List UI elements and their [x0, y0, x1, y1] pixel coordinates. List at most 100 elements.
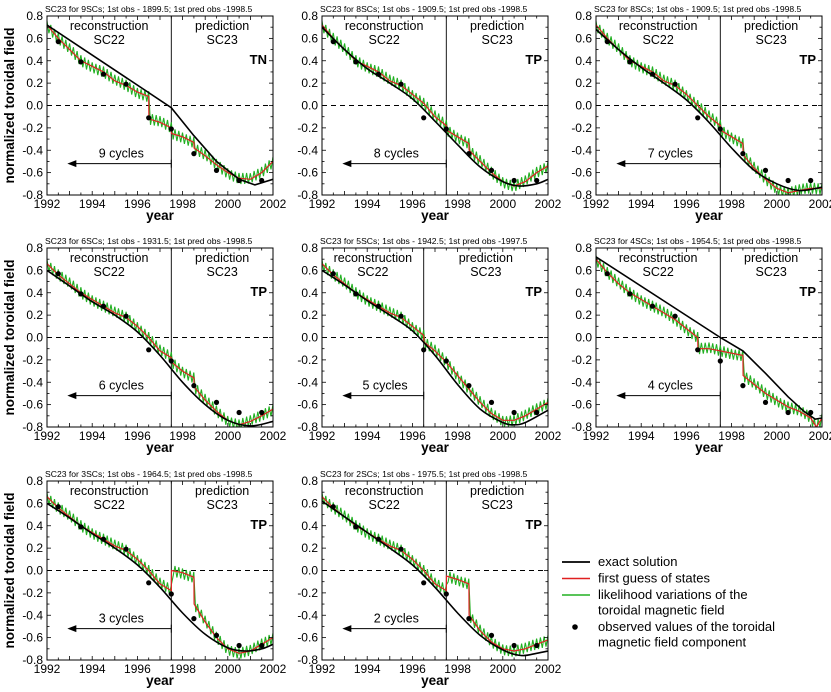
y-axis-title: normalized toroidal field: [2, 492, 17, 648]
region-label: SC23: [756, 33, 787, 47]
x-tick-label: 1996: [399, 662, 426, 676]
panel-tag: TP: [799, 284, 816, 299]
y-tick-label: -0.6: [22, 631, 43, 645]
legend-label: first guess of states: [598, 571, 710, 586]
x-axis-title: year: [695, 208, 724, 223]
x-tick-label: 1994: [628, 197, 655, 211]
y-tick-label: -0.6: [297, 631, 318, 645]
y-tick-label: -0.4: [22, 143, 43, 157]
observation-point: [78, 291, 84, 297]
observation-point: [353, 524, 359, 530]
first-guess-line: [596, 24, 822, 194]
observation-point: [511, 409, 517, 416]
x-tick-label: 1992: [583, 429, 610, 443]
observation-point: [330, 271, 336, 277]
legend-label: exact solution: [598, 554, 678, 569]
x-tick-label: 1998: [169, 662, 196, 676]
legend-item: observed values of the toroidalmagnetic …: [572, 619, 775, 650]
observation-point: [259, 642, 265, 649]
observation-point: [236, 409, 242, 416]
y-tick-label: 0.0: [301, 564, 318, 578]
panel-title: SC23 for 8SCs; 1st obs - 1909.5; 1st pre…: [594, 4, 802, 14]
observation-point: [168, 126, 174, 132]
observation-point: [627, 59, 633, 65]
x-tick-label: 1998: [444, 662, 471, 676]
observation-point: [398, 81, 404, 87]
region-label: SC23: [207, 265, 238, 279]
observation-point: [740, 383, 746, 389]
cycles-arrowhead: [616, 160, 626, 168]
x-tick-label: 2000: [489, 197, 516, 211]
x-tick-label: 1996: [399, 429, 426, 443]
region-label: SC22: [643, 265, 674, 279]
observation-point: [421, 115, 427, 121]
y-tick-label: -0.2: [22, 586, 43, 600]
observation-point: [443, 358, 449, 364]
region-label: reconstruction: [619, 19, 698, 33]
cycles-arrowhead: [342, 160, 352, 168]
first-guess-line: [596, 258, 822, 427]
observation-point: [78, 524, 84, 530]
y-tick-label: -0.6: [571, 398, 592, 412]
y-tick-label: 0.6: [301, 263, 318, 277]
region-label: prediction: [459, 251, 513, 265]
y-tick-label: -0.8: [22, 188, 43, 202]
x-tick-label: 2000: [214, 197, 241, 211]
y-tick-label: -0.4: [22, 375, 43, 389]
x-tick-label: 1996: [673, 197, 700, 211]
observation-point: [236, 642, 242, 649]
x-axis-title: year: [146, 440, 175, 455]
chart-panel: SC23 for 8SCs; 1st obs - 1909.5; 1st pre…: [297, 4, 561, 223]
x-tick-label: 1998: [169, 197, 196, 211]
panel-title: SC23 for 4SCs; 1st obs - 1954.5; 1st pre…: [594, 236, 802, 246]
y-tick-label: 0.0: [301, 331, 318, 345]
y-tick-label: 0.0: [26, 331, 43, 345]
observation-point: [100, 536, 107, 542]
x-tick-label: 1992: [309, 662, 336, 676]
panel-title: SC23 for 9SCs; 1st obs - 1899.5; 1st pre…: [45, 4, 253, 14]
panel-tag: TP: [799, 52, 816, 67]
legend-label: magnetic field component: [598, 635, 747, 650]
panel-title: SC23 for 6SCs; 1st obs - 1931.5; 1st pre…: [45, 236, 253, 246]
y-tick-label: -0.8: [22, 653, 43, 667]
observation-point: [191, 151, 197, 157]
observation-point: [353, 291, 359, 297]
cycles-arrowhead: [342, 625, 352, 633]
observation-point: [695, 115, 701, 121]
observation-point: [649, 303, 656, 309]
x-tick-label: 1996: [124, 662, 151, 676]
observation-point: [375, 71, 382, 77]
exact-solution-line: [47, 24, 273, 186]
first-guess-line: [47, 24, 273, 180]
first-guess-line: [322, 496, 548, 652]
observation-point: [213, 167, 220, 173]
observation-point: [488, 167, 495, 173]
likelihood-line: [322, 259, 548, 427]
y-tick-label: 0.4: [26, 519, 43, 533]
observation-point: [785, 177, 791, 184]
x-tick-label: 2002: [535, 197, 562, 211]
region-label: reconstruction: [334, 251, 413, 265]
region-label: prediction: [744, 251, 798, 265]
y-tick-label: 0.4: [301, 286, 318, 300]
panel-tag: TP: [250, 517, 267, 532]
x-axis-title: year: [421, 208, 450, 223]
y-tick-label: 0.2: [301, 76, 318, 90]
observation-point: [100, 71, 107, 77]
observation-point: [649, 71, 656, 77]
region-label: SC23: [207, 498, 238, 512]
cycles-label: 2 cycles: [374, 612, 419, 626]
observation-point: [55, 504, 61, 510]
panel-tag: TP: [525, 52, 542, 67]
x-tick-label: 2002: [809, 197, 831, 211]
observation-point: [123, 81, 129, 87]
exact-solution-line: [322, 500, 548, 657]
y-tick-label: 0.2: [26, 541, 43, 555]
y-tick-label: -0.8: [571, 188, 592, 202]
x-tick-label: 1994: [354, 429, 381, 443]
y-tick-label: 0.2: [26, 76, 43, 90]
y-tick-label: -0.6: [22, 398, 43, 412]
y-tick-label: 0.8: [575, 241, 592, 255]
observation-point: [259, 409, 265, 416]
region-label: prediction: [195, 484, 249, 498]
